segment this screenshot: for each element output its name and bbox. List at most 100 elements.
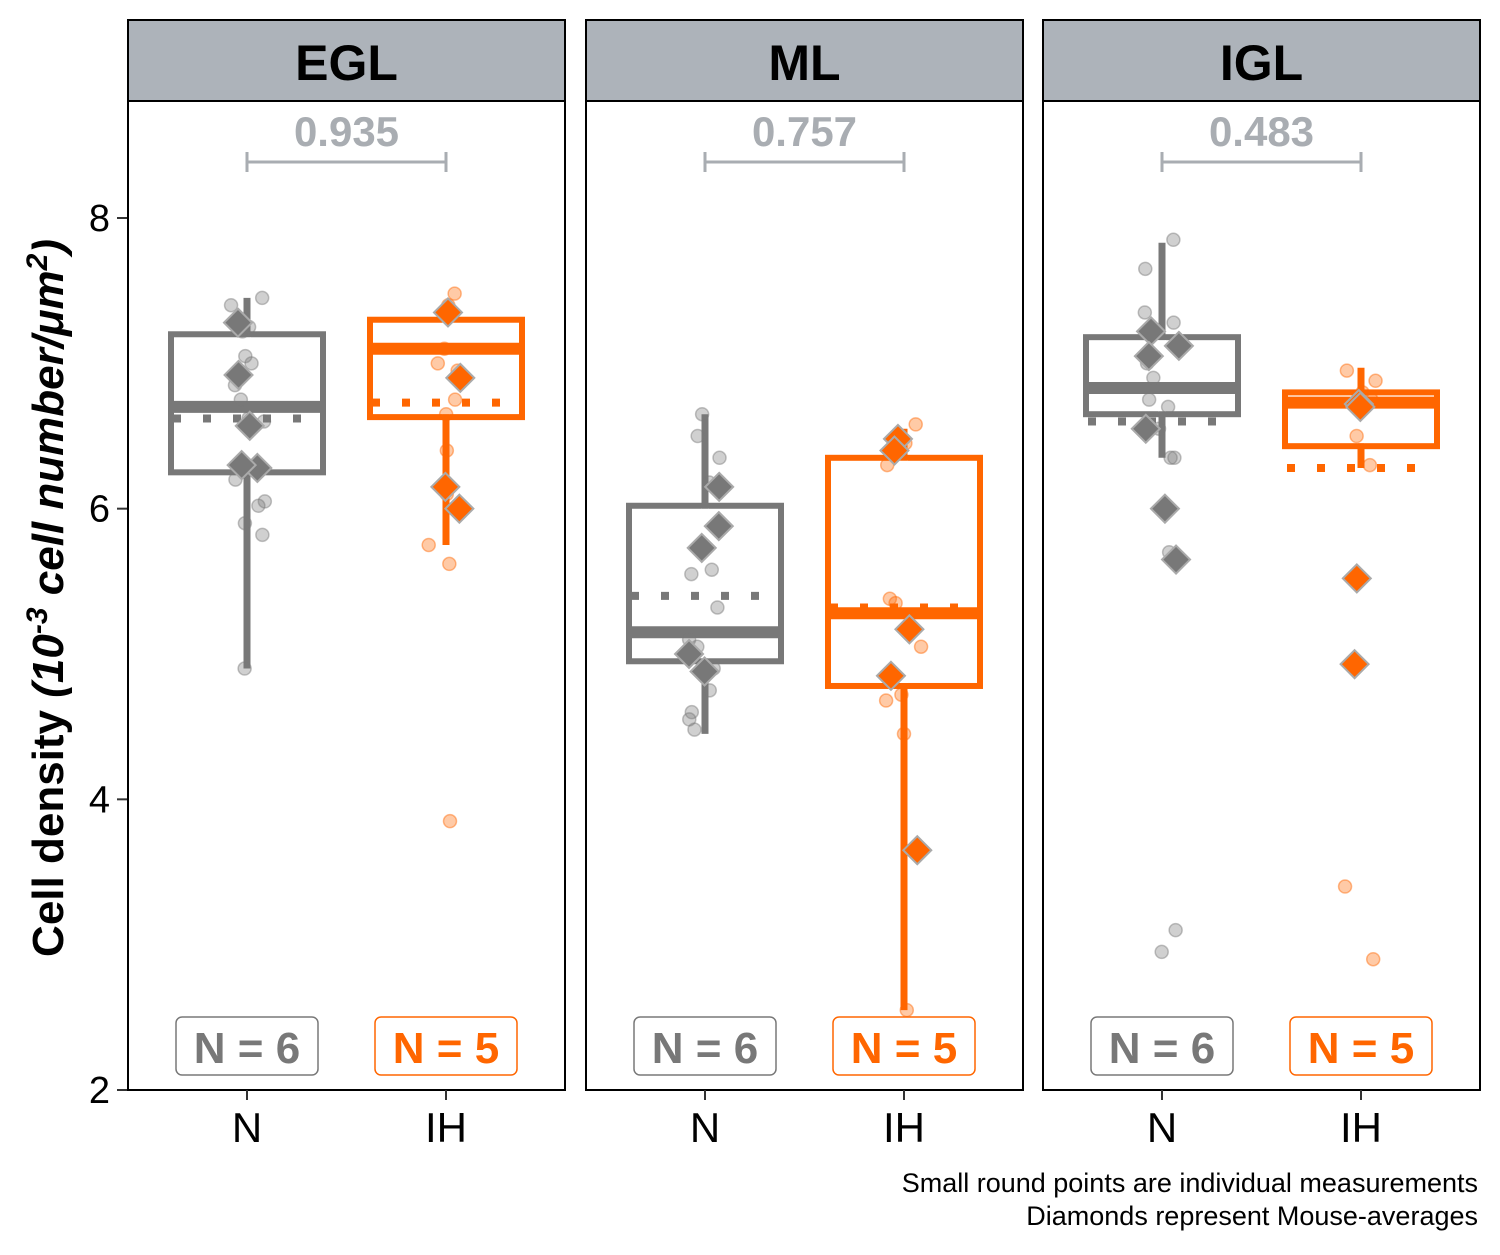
measurement-point (1141, 392, 1157, 407)
measurement-point (1166, 232, 1181, 248)
n-label: N = 5 (393, 1024, 499, 1073)
measurement-point (442, 556, 457, 572)
panel-egl: EGL 0.935 N = 6 N N = 5 IH (127, 19, 566, 1151)
mouse-average-diamond (1130, 413, 1162, 445)
mouse-average-diamond (429, 471, 461, 503)
mouse-average-diamond (1339, 648, 1371, 680)
measurement-point (1138, 261, 1153, 277)
group-n: N = 6 N (626, 406, 784, 1151)
panel-strip-label: EGL (295, 35, 398, 91)
measurement-point (1362, 457, 1378, 473)
x-tick-label: IH (883, 1104, 925, 1151)
mouse-average-diamond (1344, 391, 1376, 423)
mouse-average-diamond (879, 435, 910, 466)
measurement-point (1349, 428, 1364, 444)
measurement-point (694, 406, 710, 422)
measurement-point (439, 443, 455, 458)
measurement-point (255, 527, 270, 543)
measurement-point (438, 406, 454, 422)
measurement-point (233, 392, 249, 407)
measurement-point (878, 693, 894, 708)
mouse-average-diamond (689, 656, 720, 687)
y-tick-label: 4 (89, 779, 110, 821)
measurement-point (1137, 305, 1153, 320)
measurement-point (1337, 879, 1353, 894)
measurement-point (899, 1002, 915, 1018)
y-axis-label-unit-end: ) (24, 239, 73, 258)
mouse-average-diamond (1133, 340, 1165, 372)
mouse-average-diamond (686, 532, 718, 564)
caption-line-1: Small round points are individual measur… (902, 1168, 1478, 1198)
y-tick-label: 2 (89, 1070, 110, 1112)
measurement-point (447, 286, 462, 301)
measurement-point (702, 683, 718, 698)
group-ih: N = 5 IH (825, 417, 983, 1151)
n-label-box (374, 1016, 518, 1076)
box (1083, 334, 1241, 418)
y-axis: 2 4 6 8 (89, 198, 128, 1112)
measurement-point (430, 356, 446, 371)
mouse-average-diamond (894, 613, 925, 645)
n-label: N = 6 (1109, 1024, 1215, 1073)
measurement-point (437, 341, 452, 357)
measurement-point (1146, 370, 1161, 386)
group-ih: N = 5 IH (1282, 363, 1440, 1151)
x-tick-label: N (1147, 1104, 1177, 1151)
mouse-average-diamond (1163, 330, 1195, 362)
measurement-point (690, 428, 705, 444)
measurement-point (447, 392, 463, 407)
box (825, 454, 983, 689)
measurement-point (704, 562, 720, 577)
mouse-average-diamond (703, 471, 735, 503)
measurement-point (237, 661, 252, 676)
measurement-point (913, 639, 929, 654)
x-tick-label: IH (1340, 1104, 1382, 1151)
mouse-average-diamond (1160, 544, 1192, 575)
panel-strip (1042, 19, 1481, 102)
measurement-point (894, 687, 909, 702)
p-value-label: 0.757 (752, 108, 857, 155)
measurement-point (684, 704, 700, 720)
panel-plot-area (127, 100, 566, 1091)
measurement-point (257, 494, 273, 509)
n-label-box (1090, 1016, 1234, 1076)
panel-plot-area (1042, 100, 1481, 1091)
y-axis-label-exponent: -3 (21, 607, 54, 634)
n-label-box (1289, 1016, 1433, 1076)
x-tick-label: IH (425, 1104, 467, 1151)
group-n: N = 6 N (168, 290, 326, 1151)
y-tick-label: 8 (89, 198, 110, 240)
y-axis-label-main: Cell density (24, 698, 73, 957)
panel-strip (585, 19, 1024, 102)
measurement-point (238, 348, 253, 364)
measurement-point (1365, 951, 1381, 967)
panel-ml: ML 0.757 N = 6 N N = 5 IH (585, 19, 1024, 1151)
n-label-box (633, 1016, 777, 1076)
y-tick-label: 6 (89, 489, 110, 531)
measurement-point (712, 450, 727, 466)
y-axis-label: Cell density (10-3 cell number/μm2) (21, 239, 73, 957)
panel-strip (127, 19, 566, 102)
measurement-point (710, 600, 725, 615)
caption-line-2: Diamonds represent Mouse-averages (1026, 1201, 1478, 1231)
y-axis-label-unit: (10 (24, 634, 73, 698)
measurement-point (442, 813, 458, 829)
mouse-average-diamond (1341, 563, 1373, 594)
mouse-average-diamond (703, 510, 735, 542)
mouse-average-diamond (875, 660, 907, 692)
panel-igl: IGL 0.483 N = 6 N N = 5 IH (1042, 19, 1481, 1151)
y-axis-label-unit-mid: cell number/μm (24, 270, 73, 607)
group-n: N = 6 N (1083, 232, 1241, 1151)
mouse-average-diamond (1149, 493, 1181, 525)
mouse-average-diamond (443, 493, 475, 525)
measurement-point (1154, 944, 1169, 960)
significance-bracket (245, 152, 448, 172)
n-label: N = 6 (652, 1024, 758, 1073)
mouse-average-diamond (673, 638, 705, 670)
measurement-point (1339, 363, 1355, 378)
mouse-average-diamond (222, 307, 254, 339)
measurement-point (1160, 399, 1176, 415)
significance-bracket (703, 152, 906, 172)
measurement-point (223, 297, 239, 313)
